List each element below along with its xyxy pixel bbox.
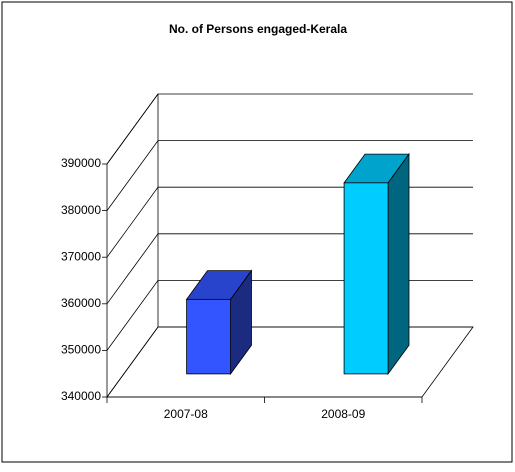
y-tick-label: 370000 [61,249,101,263]
x-tick-label: 2008-09 [321,407,365,421]
y-tick-label: 390000 [61,156,101,170]
y-tick-label: 350000 [61,343,101,357]
grid-line [106,93,473,165]
bar-side [387,152,410,376]
grid-line [106,140,473,211]
bar [186,298,231,375]
y-tick-label: 360000 [61,296,101,310]
x-tick-label: 2007-08 [164,407,208,421]
chart-border [1,1,513,463]
y-tick-label: 380000 [61,203,101,217]
chart-title: No. of Persons engaged-Kerala [169,22,347,36]
bar [343,182,389,375]
y-tick-label: 340000 [61,389,101,403]
